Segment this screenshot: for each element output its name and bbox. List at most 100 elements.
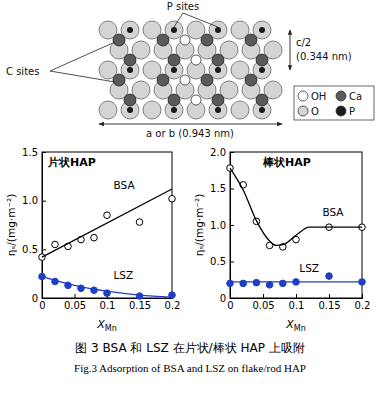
c-half-label: c/2: [296, 37, 311, 48]
x-tick-label: 0.2: [355, 300, 371, 311]
curve-label: LSZ: [114, 269, 134, 281]
leader-line: [50, 71, 115, 82]
ca-atom: [113, 74, 125, 86]
y-tick-mark: [42, 298, 46, 299]
y-tick-mark: [230, 298, 234, 299]
p-atom: [259, 27, 265, 33]
x-tick: 0.05: [252, 294, 274, 311]
x-axis-title: XMn: [285, 318, 306, 333]
p-atom: [215, 107, 221, 113]
c-half-value: (0.344 nm): [296, 51, 352, 62]
data-point: [280, 280, 287, 287]
plot-frame: [42, 152, 172, 298]
figure: P sitesC sitesc/2(0.344 nm)a or b (0.943…: [0, 0, 380, 396]
y-tick-label: 0: [220, 293, 226, 304]
leader-line: [174, 13, 183, 27]
x-tick-mark: [329, 294, 330, 298]
y-tick: 1.5: [22, 147, 46, 158]
ca-atom: [157, 34, 169, 46]
ca-atom: [113, 34, 125, 46]
y-tick: 1.0: [22, 195, 46, 206]
data-point: [91, 287, 98, 294]
fit-line: [42, 189, 172, 257]
x-tick-label: 0.1: [289, 300, 305, 311]
x-axis-title: XMn: [96, 318, 117, 333]
fit-line: [230, 281, 362, 282]
data-point: [91, 234, 98, 241]
y-tick: 2.0: [210, 147, 234, 158]
fit-line: [42, 277, 172, 297]
c-arrow: [290, 30, 291, 70]
p-atom: [127, 107, 133, 113]
o-atom: [143, 101, 161, 119]
x-tick-label: 0.2: [165, 300, 181, 311]
x-tick-label: 0.05: [252, 300, 274, 311]
y-tick-mark: [230, 152, 234, 153]
caption-zh: 图 3 BSA 和 LSZ 在片状/棒状 HAP 上吸附: [75, 341, 304, 355]
leader-line: [50, 42, 115, 71]
y-tick-mark: [230, 262, 234, 263]
curve-label: LSZ: [299, 262, 319, 274]
data-point: [227, 280, 234, 287]
fit-line: [230, 168, 362, 245]
ca-atom: [168, 94, 180, 106]
diagram-legend-label: O: [311, 106, 319, 117]
p-atom: [259, 107, 265, 113]
oh-group: [191, 95, 201, 105]
c-sites-label: C sites: [6, 66, 39, 77]
y-tick-mark: [42, 152, 46, 153]
ca-atom: [157, 74, 169, 86]
y-axis-title: ηₛ/(mg·m⁻²): [193, 194, 205, 257]
ca-atom: [256, 94, 268, 106]
p-atom: [127, 67, 133, 73]
a-arrow: [99, 124, 282, 125]
p-atom: [171, 67, 177, 73]
chart-title: 片状HAP: [47, 156, 96, 169]
y-tick-mark: [42, 249, 46, 250]
y-tick: 0: [220, 293, 234, 304]
y-tick-mark: [230, 189, 234, 190]
x-tick-mark: [296, 294, 297, 298]
data-point: [136, 219, 143, 226]
x-tick-mark: [263, 294, 264, 298]
y-tick-label: 1.5: [22, 147, 38, 158]
x-tick: 0.1: [289, 294, 305, 311]
y-axis: 00.51.01.52.0: [210, 147, 234, 304]
ca-atom: [201, 74, 213, 86]
x-axis-line: [231, 294, 363, 299]
x-tick-label: 0: [39, 300, 45, 311]
p-atom: [215, 67, 221, 73]
diagram-legend-label: P: [349, 106, 355, 117]
curve-label: BSA: [114, 179, 136, 191]
ca-atom: [245, 34, 257, 46]
a-or-b-label: a or b (0.943 nm): [146, 128, 234, 139]
diagram-legend-label: Ca: [349, 91, 362, 102]
ca-atom: [256, 54, 268, 66]
y-tick: 0: [32, 293, 46, 304]
y-tick-mark: [42, 201, 46, 202]
ca-atom: [168, 54, 180, 66]
diagram-legend-swatch: [336, 91, 346, 101]
y-axis-title: ηₛ/(mg·m⁻²): [5, 194, 17, 257]
diagram-legend-swatch: [298, 91, 308, 101]
data-point: [326, 273, 333, 280]
ca-atom: [212, 94, 224, 106]
plot-marks: [227, 165, 366, 288]
data-point: [136, 293, 143, 300]
oh-group: [191, 55, 201, 65]
curve-label: BSA: [322, 206, 344, 218]
x-tick-mark: [362, 294, 363, 298]
diagram-legend-swatch: [336, 106, 346, 116]
p-atom: [127, 27, 133, 33]
x-tick: 0.05: [64, 294, 86, 311]
ca-atom: [124, 54, 136, 66]
ca-atom: [124, 94, 136, 106]
chart-title: 棒状HAP: [262, 156, 311, 169]
y-tick-label: 1.0: [210, 220, 226, 231]
plot-marks: [39, 189, 176, 299]
diagram-legend-swatch: [298, 106, 308, 116]
data-point: [169, 195, 176, 202]
o-atom: [99, 101, 117, 119]
y-tick-label: 0: [32, 293, 38, 304]
y-axis: 00.51.01.5: [22, 147, 46, 304]
